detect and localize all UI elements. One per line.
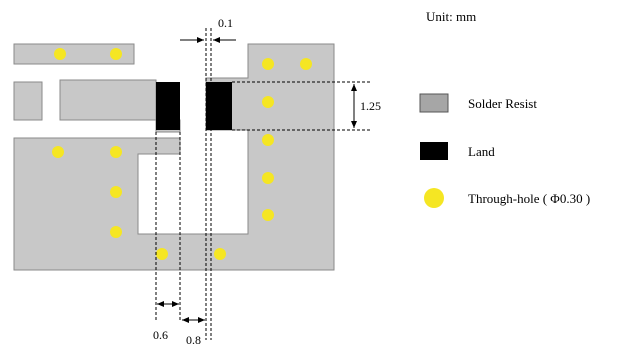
land-swatch [420,142,448,160]
through-hole [262,172,274,184]
resist-block-small [13,81,43,121]
through-hole [52,146,64,158]
resist-strip-top [13,43,135,65]
resist-main [13,43,335,271]
land-right [206,82,232,130]
through-hole [262,96,274,108]
legend-label-land: Land [468,144,495,159]
through-hole [54,48,66,60]
solder-resist-swatch [419,93,449,113]
through-hole [262,209,274,221]
through-hole [156,248,168,260]
unit-label: Unit: mm [426,9,476,24]
land-left [156,82,180,130]
dimension-left-width [157,301,179,307]
resist-bar-left [59,79,181,133]
extension-lines [155,28,372,340]
legend-label-through-hole: Through-hole ( Φ0.30 ) [468,191,590,206]
dimension-gap [180,37,236,43]
through-hole [214,248,226,260]
through-holes [52,48,312,260]
through-hole [110,226,122,238]
dimension-right-width [182,317,205,323]
dim-label-left-width: 0.6 [153,328,168,342]
dimension-height [351,84,357,128]
dim-label-height: 1.25 [360,99,381,113]
through-hole-swatch [424,188,444,208]
through-hole [300,58,312,70]
through-hole [110,146,122,158]
legend: Solder Resist Land Through-hole ( Φ0.30 … [419,93,590,208]
through-hole [262,134,274,146]
through-hole [110,48,122,60]
solder-resist-regions [13,43,335,271]
through-hole [110,186,122,198]
dim-label-right-width: 0.8 [186,333,201,347]
dim-label-gap: 0.1 [218,16,233,30]
legend-label-solder-resist: Solder Resist [468,96,537,111]
through-hole [262,58,274,70]
